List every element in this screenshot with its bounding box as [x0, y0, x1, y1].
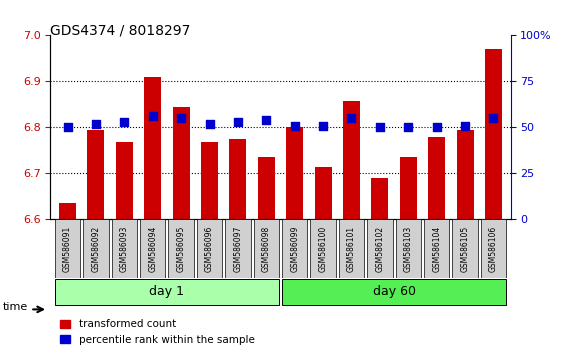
Bar: [457, 130, 473, 219]
Bar: [371, 178, 388, 219]
Bar: [88, 130, 104, 219]
Text: GSM586105: GSM586105: [461, 225, 470, 272]
Bar: [428, 137, 445, 219]
Point: [233, 119, 242, 125]
FancyBboxPatch shape: [55, 279, 279, 305]
Text: GSM586091: GSM586091: [63, 225, 72, 272]
Text: GSM586102: GSM586102: [375, 225, 384, 272]
Point: [205, 121, 214, 127]
FancyBboxPatch shape: [452, 219, 478, 278]
Point: [319, 123, 328, 129]
Text: GSM586101: GSM586101: [347, 225, 356, 272]
FancyBboxPatch shape: [367, 219, 393, 278]
Point: [148, 114, 157, 119]
FancyBboxPatch shape: [282, 219, 307, 278]
Bar: [258, 157, 275, 219]
FancyBboxPatch shape: [225, 219, 251, 278]
Text: GSM586098: GSM586098: [262, 225, 271, 272]
Bar: [116, 142, 133, 219]
Point: [461, 123, 470, 129]
FancyBboxPatch shape: [282, 279, 506, 305]
Bar: [400, 157, 417, 219]
Point: [432, 125, 441, 130]
Text: day 60: day 60: [373, 285, 416, 298]
Bar: [229, 139, 246, 219]
Bar: [173, 107, 190, 219]
Text: day 1: day 1: [149, 285, 185, 298]
Point: [91, 121, 100, 127]
FancyBboxPatch shape: [396, 219, 421, 278]
Text: GSM586094: GSM586094: [148, 225, 157, 272]
FancyBboxPatch shape: [310, 219, 336, 278]
FancyBboxPatch shape: [339, 219, 364, 278]
Text: GSM586096: GSM586096: [205, 225, 214, 272]
Point: [177, 115, 186, 121]
Point: [63, 125, 72, 130]
FancyBboxPatch shape: [197, 219, 222, 278]
Point: [290, 123, 299, 129]
Text: GSM586093: GSM586093: [120, 225, 129, 272]
Point: [375, 125, 384, 130]
Text: GSM586106: GSM586106: [489, 225, 498, 272]
Legend: transformed count, percentile rank within the sample: transformed count, percentile rank withi…: [56, 315, 259, 349]
FancyBboxPatch shape: [55, 219, 80, 278]
Text: GSM586100: GSM586100: [319, 225, 328, 272]
FancyBboxPatch shape: [168, 219, 194, 278]
Bar: [286, 127, 303, 219]
Text: GSM586095: GSM586095: [177, 225, 186, 272]
Text: GSM586097: GSM586097: [233, 225, 242, 272]
FancyBboxPatch shape: [140, 219, 165, 278]
Point: [262, 117, 271, 123]
Point: [404, 125, 413, 130]
FancyBboxPatch shape: [112, 219, 137, 278]
FancyBboxPatch shape: [424, 219, 449, 278]
Bar: [315, 166, 332, 219]
Point: [489, 115, 498, 121]
Text: time: time: [2, 302, 28, 312]
Point: [120, 119, 129, 125]
Text: GSM586092: GSM586092: [91, 225, 100, 272]
Point: [347, 115, 356, 121]
Text: GSM586103: GSM586103: [404, 225, 413, 272]
Text: GDS4374 / 8018297: GDS4374 / 8018297: [50, 23, 191, 37]
Bar: [343, 101, 360, 219]
Bar: [144, 77, 161, 219]
Bar: [485, 49, 502, 219]
FancyBboxPatch shape: [83, 219, 109, 278]
Text: GSM586104: GSM586104: [432, 225, 441, 272]
Bar: [59, 203, 76, 219]
Text: GSM586099: GSM586099: [290, 225, 299, 272]
FancyBboxPatch shape: [254, 219, 279, 278]
FancyBboxPatch shape: [481, 219, 506, 278]
Bar: [201, 142, 218, 219]
